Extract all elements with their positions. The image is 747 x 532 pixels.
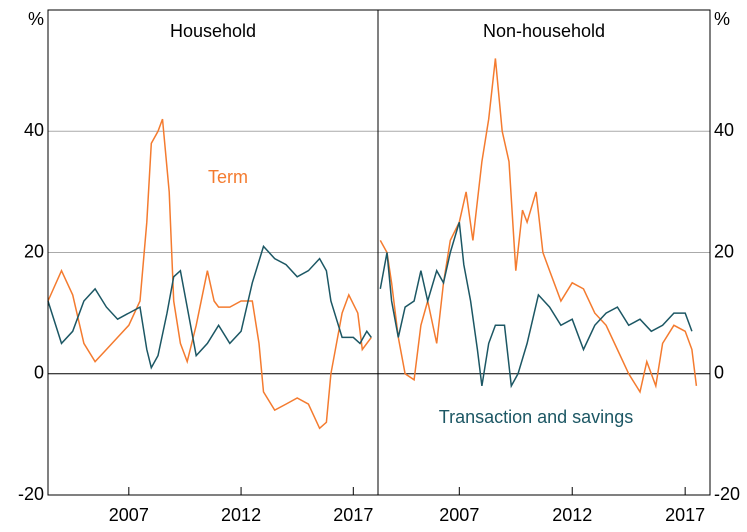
- x-tick-label: 2012: [221, 505, 261, 525]
- x-tick-label: 2007: [109, 505, 149, 525]
- y-axis-label: %: [714, 9, 730, 29]
- annotation: Transaction and savings: [439, 407, 633, 427]
- y-axis-label: %: [28, 9, 44, 29]
- panel-title: Non-household: [483, 21, 605, 41]
- y-tick-label: -20: [18, 484, 44, 504]
- x-tick-label: 2017: [333, 505, 373, 525]
- series-line: [379, 58, 698, 394]
- series-line: [47, 244, 372, 370]
- y-tick-label: 20: [714, 241, 734, 261]
- panel-title: Household: [170, 21, 256, 41]
- y-tick-label: 0: [34, 363, 44, 383]
- annotation: Term: [208, 167, 248, 187]
- panel-frame: [377, 9, 711, 496]
- y-tick-label: -20: [714, 484, 740, 504]
- y-tick-label: 40: [714, 120, 734, 140]
- y-tick-label: 0: [714, 363, 724, 383]
- y-tick-label: 40: [24, 120, 44, 140]
- series-line: [379, 221, 693, 389]
- x-tick-label: 2012: [552, 505, 592, 525]
- x-tick-label: 2017: [665, 505, 705, 525]
- x-tick-label: 2007: [439, 505, 479, 525]
- series-line: [47, 118, 372, 430]
- y-tick-label: 20: [24, 241, 44, 261]
